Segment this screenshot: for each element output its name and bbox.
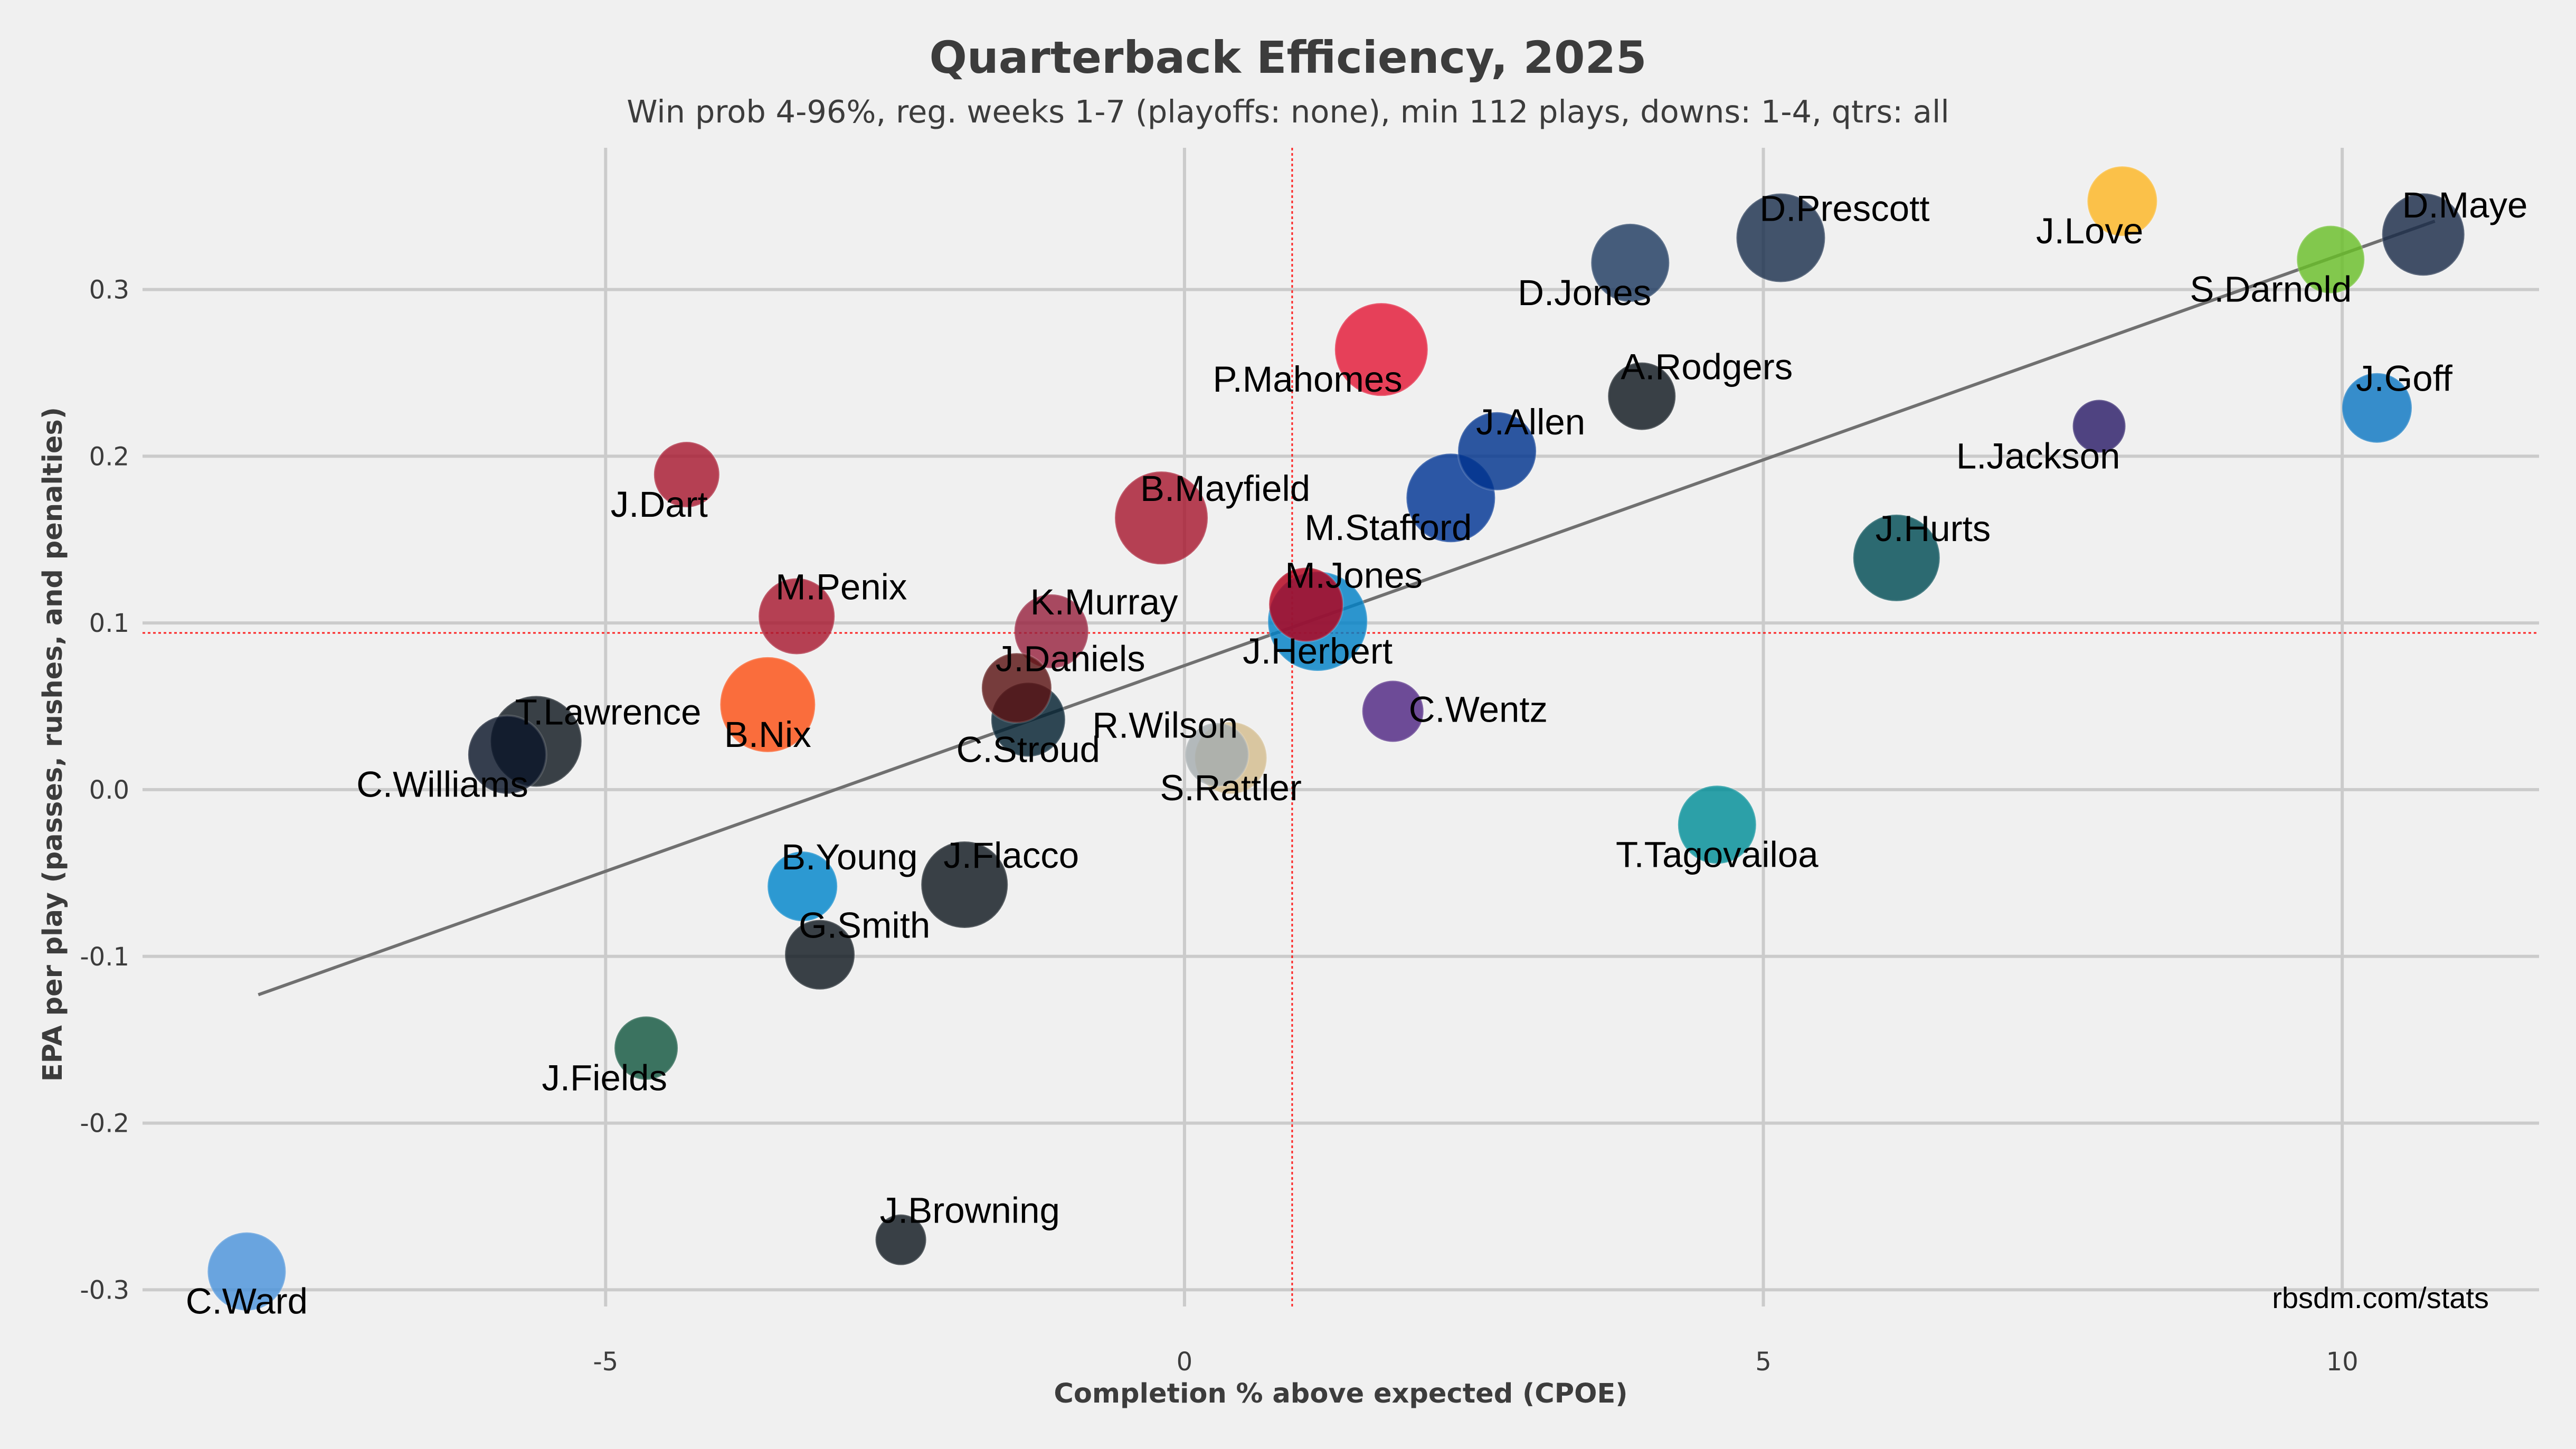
point-bubble (1268, 566, 1344, 643)
point-bubble (1114, 470, 1209, 566)
point-label: B.Nix (724, 714, 811, 755)
tick-label-layer: -5 0 5 10 -0.3 -0.2 -0.1 0.0 0.1 0.2 0.3 (80, 275, 2358, 1377)
point-label: B.Mayfield (1140, 468, 1310, 509)
point-label: D.Jones (1518, 272, 1651, 313)
point-bubble (1852, 513, 1941, 602)
x-tick-label: -5 (593, 1347, 618, 1377)
point-bubble (874, 1213, 927, 1266)
point-bubble (766, 850, 839, 923)
point-label: C.Williams (356, 764, 528, 805)
point-label-layer: D.Maye J.Love S.Darnold D.Prescott D.Jones J.… (186, 185, 2528, 1321)
point-bubble (613, 1015, 679, 1081)
x-axis-title: Completion % above expected (CPOE) (1054, 1378, 1627, 1409)
chart-title: Quarterback Efficiency, 2025 (930, 32, 1647, 83)
point-label: C.Stroud (956, 729, 1100, 770)
x-tick-label: 5 (1755, 1347, 1772, 1377)
point-bubble (206, 1231, 287, 1312)
chart-subtitle: Win prob 4-96%, reg. weeks 1-7 (playoffs… (627, 93, 1949, 130)
source-label: rbsdm.com/stats (2272, 1281, 2489, 1314)
y-tick-label: 0.1 (89, 609, 129, 638)
point-bubble (1457, 411, 1538, 491)
point-bubble (1361, 679, 1425, 743)
point-label: J.Goff (2356, 358, 2453, 399)
point-label: J.Herbert (1243, 631, 1393, 671)
point-label: T.Tagovailoa (1616, 834, 1819, 875)
point-label: S.Rattler (1160, 768, 1301, 808)
x-tick-label: 10 (2326, 1347, 2359, 1377)
point-label: D.Prescott (1759, 188, 1929, 229)
bubble-layer (206, 165, 2466, 1312)
x-tick-label: 0 (1177, 1347, 1193, 1377)
point-label: D.Maye (2402, 185, 2528, 225)
point-label: C.Wentz (1409, 689, 1548, 730)
point-label: T.Lawrence (515, 692, 702, 732)
point-bubble (980, 652, 1053, 724)
point-label: M.Stafford (1304, 507, 1472, 548)
point-label: J.Hurts (1876, 508, 1991, 549)
point-bubble (1607, 361, 1677, 431)
point-bubble (1735, 192, 1826, 283)
y-tick-label: -0.2 (80, 1109, 129, 1139)
point-label: J.Love (2036, 211, 2143, 251)
y-tick-label: -0.1 (80, 942, 129, 972)
point-label: M.Jones (1285, 555, 1423, 595)
point-label: L.Jackson (1956, 435, 2120, 476)
point-label: J.Browning (880, 1190, 1060, 1231)
point-bubble (2086, 165, 2158, 238)
point-bubble (1184, 722, 1250, 788)
point-bubble (2071, 399, 2127, 454)
point-label: M.Penix (775, 566, 907, 607)
point-bubble (784, 918, 856, 991)
point-label: J.Daniels (996, 638, 1145, 679)
point-label: A.Rodgers (1621, 347, 1793, 387)
point-bubble (1590, 222, 1671, 303)
point-bubble (2296, 224, 2366, 295)
y-tick-label: 0.3 (89, 275, 129, 305)
point-label: G.Smith (799, 905, 930, 946)
point-label: S.Darnold (2190, 269, 2352, 310)
point-bubble (467, 714, 547, 795)
point-label: C.Ward (186, 1281, 308, 1322)
point-bubble (920, 840, 1009, 929)
point-label: J.Fields (542, 1057, 667, 1098)
point-label: K.Murray (1030, 582, 1178, 622)
y-tick-label: -0.3 (80, 1275, 129, 1305)
point-bubble (1333, 302, 1429, 397)
y-tick-label: 0.2 (89, 442, 129, 471)
point-bubble (719, 656, 817, 753)
point-bubble (652, 441, 721, 509)
point-label: P.Mahomes (1213, 359, 1402, 400)
point-bubble (1677, 784, 1757, 865)
point-label: J.Flacco (943, 835, 1079, 876)
point-bubble (1013, 593, 1090, 669)
y-tick-label: 0.0 (89, 775, 129, 805)
point-label: J.Allen (1476, 402, 1585, 442)
point-label: B.Young (781, 837, 917, 877)
point-label: R.Wilson (1092, 705, 1238, 746)
y-axis-title: EPA per play (passes, rushes, and penalt… (37, 407, 69, 1082)
point-bubble (2341, 372, 2413, 444)
point-label: J.Dart (611, 484, 708, 525)
point-bubble (2381, 192, 2466, 277)
point-bubble (757, 577, 836, 656)
